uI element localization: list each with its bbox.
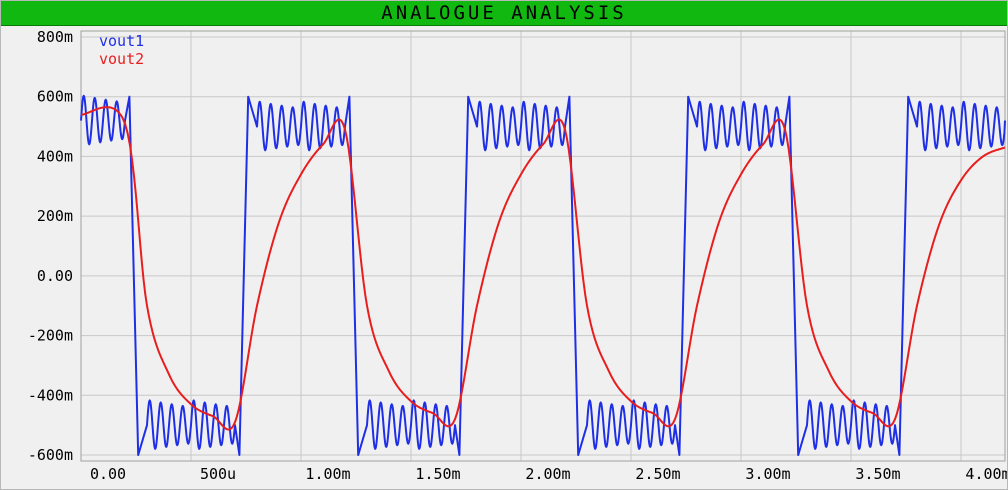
window-title: ANALOGUE ANALYSIS	[381, 2, 627, 24]
y-tick-label: 800m	[37, 28, 73, 46]
series-lines	[80, 94, 1006, 457]
y-tick-label: -200m	[28, 327, 73, 345]
x-tick-label: 0.00	[90, 465, 126, 483]
y-tick-label: 200m	[37, 207, 73, 225]
legend-vout1: vout1	[99, 32, 144, 50]
y-axis-ticks: 800m 600m 400m 200m 0.00 -200m -400m -600m	[28, 28, 73, 464]
plot-area	[81, 31, 1005, 461]
analogue-chart: 800m 600m 400m 200m 0.00 -200m -400m -600m 0.00…	[28, 28, 1007, 483]
x-tick-label: 1.50m	[415, 465, 460, 483]
x-tick-label: 4.00m	[965, 465, 1007, 483]
x-tick-label: 500u	[200, 465, 236, 483]
plot-frame	[80, 30, 1006, 462]
title-bar: ANALOGUE ANALYSIS	[1, 1, 1007, 26]
y-tick-label: -400m	[28, 386, 73, 404]
x-tick-label: 3.00m	[745, 465, 790, 483]
x-tick-label: 1.00m	[305, 465, 350, 483]
y-tick-label: 400m	[37, 147, 73, 165]
legend-vout2: vout2	[99, 50, 144, 68]
series-line-vout1	[80, 94, 1006, 457]
y-tick-label: 0.00	[37, 267, 73, 285]
x-tick-label: 3.50m	[855, 465, 900, 483]
y-tick-label: 600m	[37, 88, 73, 106]
x-tick-label: 2.50m	[635, 465, 680, 483]
legend: vout1 vout2	[99, 32, 144, 68]
grid-lines	[80, 30, 1006, 462]
x-axis-ticks: 0.00 500u 1.00m 1.50m 2.00m 2.50m 3.00m 3.50m 4.…	[90, 465, 1007, 483]
series-line-vout2	[80, 106, 1006, 431]
x-tick-label: 2.00m	[525, 465, 570, 483]
y-tick-label: -600m	[28, 446, 73, 464]
